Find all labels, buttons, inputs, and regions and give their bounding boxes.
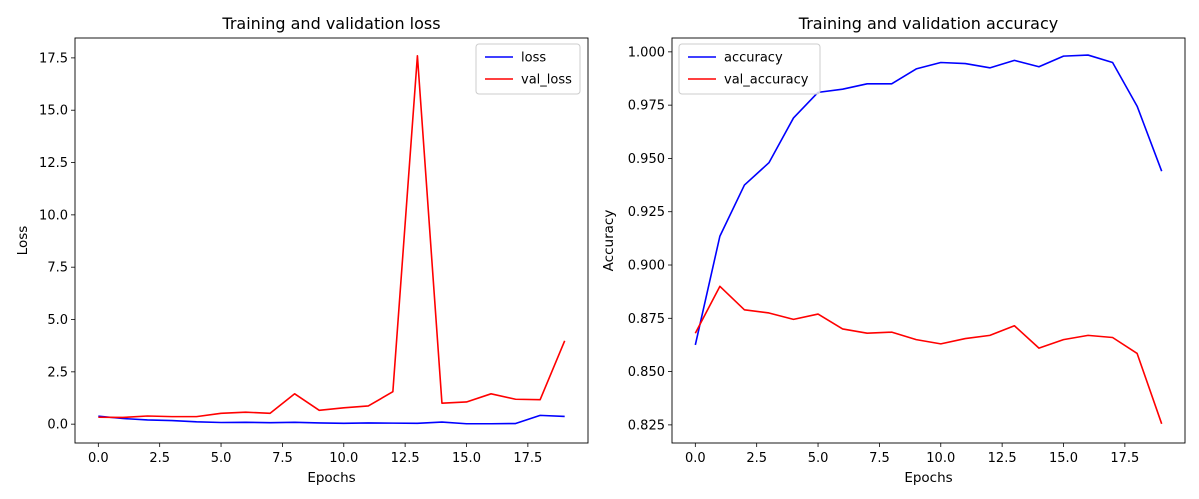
y-tick-label: 5.0 [47, 313, 68, 328]
x-tick-label: 10.0 [329, 451, 358, 466]
y-tick-label: 0.0 [47, 418, 68, 433]
x-tick-label: 7.5 [272, 451, 293, 466]
accuracy-chart: Training and validation accuracy 0.0 2.5 5.… [601, 14, 1186, 486]
y-tick-label: 0.825 [628, 418, 665, 433]
x-axis-label: Epochs [904, 470, 952, 486]
x-tick-label: 12.5 [988, 451, 1017, 466]
y-tick-label: 17.5 [39, 51, 68, 66]
legend: loss val_loss [475, 43, 581, 95]
y-tick-label: 1.000 [628, 45, 665, 60]
chart-title: Training and validation accuracy [798, 14, 1058, 33]
x-axis-label: Epochs [307, 470, 355, 486]
y-axis-label: Loss [15, 226, 31, 256]
x-tick-label: 15.0 [452, 451, 481, 466]
legend-label: loss [521, 51, 546, 66]
series-line-val-accuracy [694, 285, 1163, 425]
x-tick-label: 7.5 [869, 451, 890, 466]
y-tick-label: 0.950 [628, 152, 665, 167]
plot-frame [74, 37, 589, 444]
plot-frame [671, 37, 1186, 444]
x-tick-label: 2.5 [746, 451, 767, 466]
chart-title: Training and validation loss [221, 14, 440, 33]
y-tick-label: 10.0 [39, 208, 68, 223]
x-tick-label: 0.0 [88, 451, 109, 466]
x-tick-label: 5.0 [211, 451, 232, 466]
y-tick-label: 0.925 [628, 205, 665, 220]
y-tick-label: 0.975 [628, 99, 665, 114]
y-tick-label: 15.0 [39, 104, 68, 119]
x-tick-label: 0.0 [685, 451, 706, 466]
legend-label: val_loss [521, 73, 572, 88]
y-tick-label: 0.875 [628, 312, 665, 327]
x-tick-label: 10.0 [926, 451, 955, 466]
y-tick-label: 12.5 [39, 156, 68, 171]
y-tick-label: 7.5 [47, 261, 68, 276]
legend-label: val_accuracy [724, 73, 809, 88]
series-line-loss [98, 414, 565, 425]
x-tick-label: 15.0 [1049, 451, 1078, 466]
x-tick-label: 12.5 [391, 451, 420, 466]
legend-label: accuracy [724, 51, 783, 66]
y-tick-label: 0.850 [628, 365, 665, 380]
x-tick-label: 5.0 [808, 451, 829, 466]
x-tick-label: 17.5 [1110, 451, 1139, 466]
series-line-accuracy [694, 54, 1163, 346]
y-axis-label: Accuracy [601, 210, 617, 272]
loss-chart: Training and validation loss 0.0 2.5 5.0 7.5… [15, 14, 589, 486]
y-tick-label: 2.5 [47, 365, 68, 380]
x-tick-label: 17.5 [513, 451, 542, 466]
y-tick-label: 0.900 [628, 259, 665, 274]
x-tick-label: 2.5 [149, 451, 170, 466]
legend: accuracy val_accuracy [678, 43, 821, 95]
series-line-val-loss [98, 54, 566, 419]
